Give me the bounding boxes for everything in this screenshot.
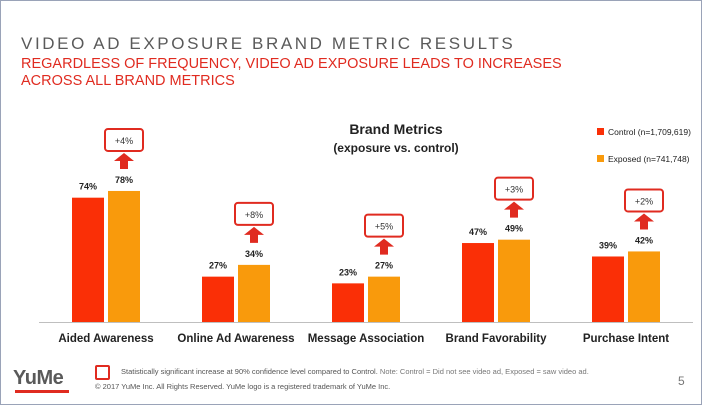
chart-title: Brand Metrics — [349, 121, 443, 137]
bar-control — [462, 243, 494, 322]
data-label-control: 23% — [339, 267, 357, 277]
chart-subtitle: (exposure vs. control) — [333, 141, 458, 155]
data-label-exposed: 49% — [505, 224, 523, 234]
up-arrow-icon — [504, 201, 524, 218]
data-label-exposed: 42% — [635, 235, 653, 245]
up-arrow-icon — [374, 238, 394, 255]
lift-label: +4% — [115, 136, 133, 146]
legend-swatch-control — [597, 128, 604, 135]
up-arrow-icon — [244, 226, 264, 243]
lift-box — [624, 188, 664, 213]
bar-exposed — [108, 190, 140, 322]
significance-marker-icon — [95, 365, 110, 380]
logo-underline — [15, 390, 69, 393]
legend-label-exposed: Exposed (n=741,748) — [608, 154, 690, 164]
lift-label: +8% — [245, 210, 263, 220]
data-label-control: 39% — [599, 240, 617, 250]
up-arrow-icon — [634, 213, 654, 230]
page-number: 5 — [678, 374, 685, 388]
legend-swatch-exposed — [597, 155, 604, 162]
lift-box — [234, 201, 274, 226]
bar-control — [72, 197, 104, 322]
legend-label-control: Control (n=1,709,619) — [608, 127, 691, 137]
category-label: Brand Favorability — [446, 333, 548, 345]
bar-exposed — [368, 276, 400, 322]
footnote-significance: Statistically significant increase at 90… — [121, 367, 589, 376]
yume-logo: YuMe — [13, 367, 64, 389]
slide-title: VIDEO AD EXPOSURE BRAND METRIC RESULTS — [21, 34, 516, 53]
category-label: Aided Awareness — [58, 333, 153, 345]
bar-control — [202, 276, 234, 322]
category-label: Purchase Intent — [583, 333, 669, 345]
up-arrow-icon — [114, 152, 134, 169]
lift-box — [494, 176, 534, 201]
bar-exposed — [238, 264, 270, 322]
lift-box — [104, 127, 144, 152]
category-label: Message Association — [308, 333, 425, 345]
data-label-exposed: 27% — [375, 261, 393, 271]
category-label: Online Ad Awareness — [177, 333, 294, 345]
lift-label: +5% — [375, 222, 393, 232]
bar-exposed — [628, 251, 660, 322]
lift-box — [364, 213, 404, 238]
bar-control — [592, 256, 624, 322]
copyright-note: © 2017 YuMe Inc. All Rights Reserved. Yu… — [95, 382, 391, 391]
data-label-control: 74% — [79, 182, 97, 192]
bar-control — [332, 283, 364, 322]
lift-label: +3% — [505, 185, 523, 195]
data-label-exposed: 78% — [115, 175, 133, 185]
significance-note: Statistically significant increase at 90… — [121, 367, 378, 376]
data-label-exposed: 34% — [245, 249, 263, 259]
data-label-control: 47% — [469, 227, 487, 237]
bar-exposed — [498, 239, 530, 322]
definition-note: Note: Control = Did not see video ad, Ex… — [379, 367, 589, 376]
slide-subtitle: REGARDLESS OF FREQUENCY, VIDEO AD EXPOSU… — [21, 56, 562, 89]
data-label-control: 27% — [209, 261, 227, 271]
lift-label: +2% — [635, 196, 653, 206]
